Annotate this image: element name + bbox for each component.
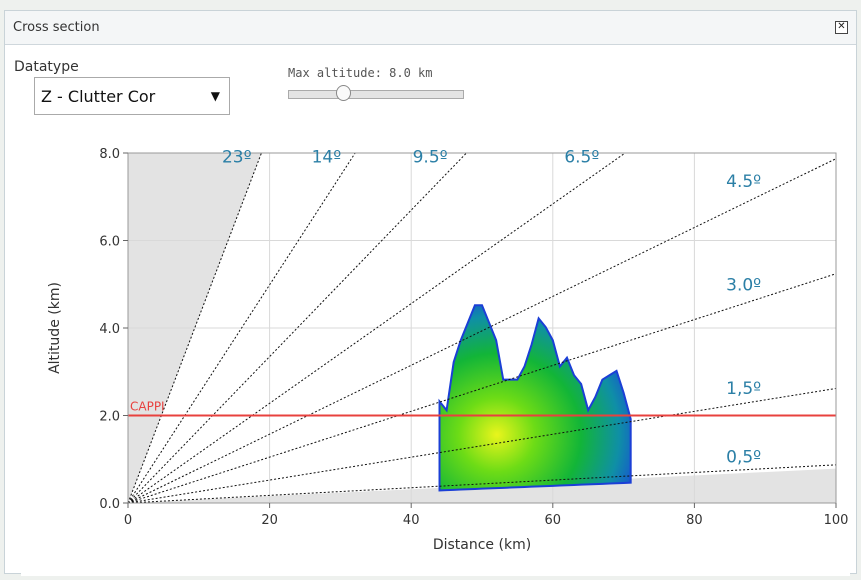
elevation-ray [128,153,356,503]
y-tick-label: 8.0 [99,147,120,162]
y-axis-label: Altitude (km) [47,282,63,374]
panel-titlebar: Cross section ✕ [5,11,856,45]
reflectivity-echo [438,304,632,492]
elevation-angle-label: 4.5º [726,172,761,192]
lower-blind-zone [128,468,836,503]
elevation-angle-label: 1,5º [726,379,761,399]
datatype-label: Datatype [14,59,79,75]
x-tick-label: 80 [686,513,703,528]
close-icon[interactable]: ✕ [835,21,848,34]
x-tick-label: 60 [545,513,562,528]
y-tick-label: 4.0 [99,322,120,337]
max-altitude-label: Max altitude: 8.0 km [288,66,433,80]
y-tick-label: 6.0 [99,235,120,250]
elevation-ray [128,387,836,503]
y-tick-label: 0.0 [99,497,120,512]
elevation-angle-label: 14º [312,147,342,167]
cappi-label: CAPPI [130,400,165,414]
datatype-selected-value: Z - Clutter Cor [41,87,156,106]
elevation-ray [128,158,836,503]
cross-section-panel: Cross section ✕ Datatype Z - Clutter Cor… [4,10,857,576]
elevation-ray [128,153,467,503]
panel-title: Cross section [13,20,100,35]
x-tick-label: 100 [824,513,849,528]
elevation-angle-label: 3.0º [726,276,761,296]
elevation-ray [128,273,836,503]
x-tick-label: 40 [403,513,420,528]
elevation-ray [128,153,626,503]
chevron-down-icon: ▼ [210,89,220,103]
x-tick-label: 0 [124,513,132,528]
max-altitude-slider[interactable] [288,90,464,99]
datatype-select[interactable]: Z - Clutter Cor ▼ [34,77,230,115]
elevation-angle-label: 6.5º [564,147,599,167]
elevation-angle-label: 23º [222,147,252,167]
elevation-angle-label: 9.5º [413,147,448,167]
elevation-ray [128,153,262,503]
chart-area: CAPPI 0 20 40 60 80 100 0.0 2.0 4.0 6.0 8.0 0,5º 1,… [21,131,850,576]
x-axis-label: Distance (km) [433,537,531,553]
max-altitude-slider-handle[interactable] [336,85,352,101]
cross-section-chart: CAPPI 0 20 40 60 80 100 0.0 2.0 4.0 6.0 8.0 0,5º 1,… [47,147,849,553]
elevation-angle-label: 0,5º [726,448,761,468]
x-tick-label: 20 [261,513,278,528]
y-tick-label: 2.0 [99,410,120,425]
